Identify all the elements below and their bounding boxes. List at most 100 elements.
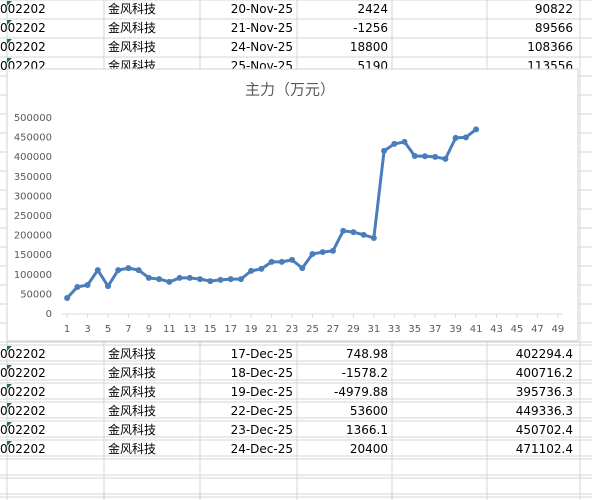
data-point xyxy=(442,155,449,162)
cell-text: 89566 xyxy=(535,21,573,35)
y-tick-label: 300000 xyxy=(14,191,52,202)
chart-title: 主力（万元） xyxy=(245,81,335,99)
y-tick-label: 150000 xyxy=(14,250,52,261)
data-point xyxy=(125,265,132,272)
cell-text: 002202 xyxy=(0,404,46,418)
x-tick-label: 9 xyxy=(146,324,152,335)
y-tick-label: 250000 xyxy=(14,211,52,222)
data-point xyxy=(197,276,204,283)
cell-text: 002202 xyxy=(0,21,46,35)
data-point xyxy=(207,278,214,285)
data-point xyxy=(248,267,255,274)
cell-flag xyxy=(7,422,12,427)
cell-text: 金风科技 xyxy=(108,422,156,437)
x-tick-label: 11 xyxy=(163,324,176,335)
cell-text: -4979.88 xyxy=(334,385,388,399)
cell-text: 金风科技 xyxy=(108,441,156,456)
data-point xyxy=(135,267,142,274)
cell-text: 17-Dec-25 xyxy=(231,347,293,361)
cell-text: 400716.2 xyxy=(516,366,573,380)
x-tick-label: 25 xyxy=(306,324,319,335)
cell-flag xyxy=(7,384,12,389)
cell-flag xyxy=(7,346,12,351)
cell-flag xyxy=(7,403,12,408)
data-point xyxy=(319,249,326,256)
cell-text: 53600 xyxy=(350,404,388,418)
x-tick-label: 35 xyxy=(408,324,421,335)
cell-flag xyxy=(7,39,12,44)
data-point xyxy=(74,283,81,290)
x-tick-label: 43 xyxy=(490,324,503,335)
data-point xyxy=(411,153,418,160)
cell-flag xyxy=(7,58,12,63)
cells: 002202 金风科技 20-Nov-25 2424 90822 002202 金风科技 21… xyxy=(0,1,573,456)
x-tick-label: 47 xyxy=(531,324,544,335)
data-point xyxy=(94,267,101,274)
cell-text: 22-Dec-25 xyxy=(231,404,293,418)
cell-text: 20-Nov-25 xyxy=(231,2,293,16)
cell-text: 20400 xyxy=(350,442,388,456)
data-point xyxy=(473,126,480,133)
cell-text: 90822 xyxy=(535,2,573,16)
data-point xyxy=(360,231,367,238)
y-tick-label: 350000 xyxy=(14,172,52,183)
x-tick-label: 41 xyxy=(470,324,483,335)
y-tick-label: 400000 xyxy=(14,152,52,163)
cell-text: 金风科技 xyxy=(108,365,156,380)
cell-text: 金风科技 xyxy=(108,346,156,361)
cell-text: 002202 xyxy=(0,442,46,456)
data-point xyxy=(186,274,193,281)
cell-text: 002202 xyxy=(0,40,46,54)
cell-text: 402294.4 xyxy=(516,347,573,361)
cell-text: 金风科技 xyxy=(108,39,156,54)
cell-flag xyxy=(7,365,12,370)
cell-text: 449336.3 xyxy=(516,404,573,418)
data-point xyxy=(309,251,316,258)
data-point xyxy=(381,147,388,154)
x-tick-label: 39 xyxy=(449,324,462,335)
data-point xyxy=(289,256,296,263)
cell-text: 19-Dec-25 xyxy=(231,385,293,399)
data-point xyxy=(217,276,224,283)
cell-text: 23-Dec-25 xyxy=(231,423,293,437)
x-tick-label: 7 xyxy=(125,324,131,335)
data-point xyxy=(391,140,398,147)
x-tick-label: 49 xyxy=(552,324,565,335)
data-point xyxy=(340,227,347,234)
x-tick-label: 31 xyxy=(367,324,380,335)
x-tick-label: 33 xyxy=(388,324,401,335)
data-point xyxy=(105,283,112,290)
y-tick-label: 200000 xyxy=(14,231,52,242)
cell-text: 002202 xyxy=(0,385,46,399)
cell-text: 18800 xyxy=(350,40,388,54)
data-point xyxy=(421,153,428,160)
data-point xyxy=(370,234,377,241)
data-point xyxy=(350,229,357,236)
data-point xyxy=(156,276,163,283)
x-tick-label: 5 xyxy=(105,324,111,335)
data-point xyxy=(278,258,285,265)
data-point xyxy=(64,295,71,302)
cell-text: 1366.1 xyxy=(346,423,388,437)
cell-text: 002202 xyxy=(0,366,46,380)
cell-text: 2424 xyxy=(357,2,388,16)
cell-text: 108366 xyxy=(527,40,573,54)
cell-text: 金风科技 xyxy=(108,1,156,16)
y-tick-label: 500000 xyxy=(14,113,52,124)
cell-text: 24-Nov-25 xyxy=(231,40,293,54)
cell-text: 18-Dec-25 xyxy=(231,366,293,380)
x-tick-label: 23 xyxy=(286,324,299,335)
x-tick-label: 29 xyxy=(347,324,360,335)
cell-text: 395736.3 xyxy=(516,385,573,399)
cell-text: 002202 xyxy=(0,347,46,361)
chart: 0500001000001500002000002500003000003500… xyxy=(14,113,564,335)
data-point xyxy=(258,265,265,272)
cell-text: 24-Dec-25 xyxy=(231,442,293,456)
cell-text: 金风科技 xyxy=(108,384,156,399)
data-point xyxy=(452,134,459,141)
x-tick-label: 19 xyxy=(245,324,258,335)
cell-text: 002202 xyxy=(0,2,46,16)
y-tick-label: 450000 xyxy=(14,133,52,144)
data-point xyxy=(401,138,408,145)
